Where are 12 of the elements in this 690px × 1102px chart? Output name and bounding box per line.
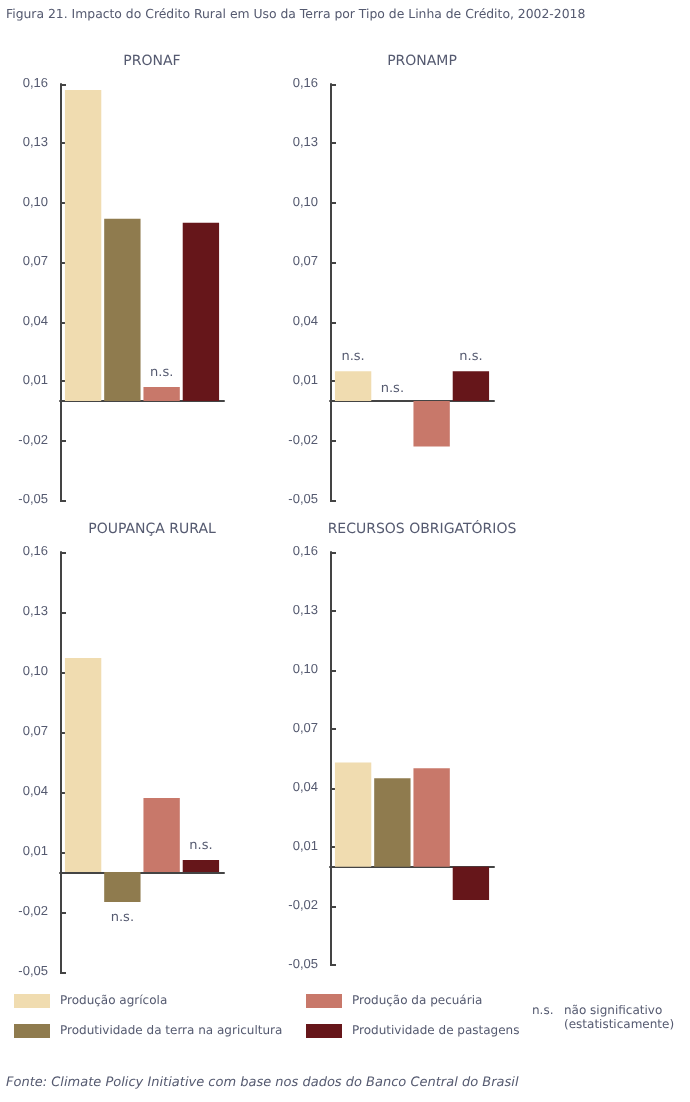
bar [182, 222, 220, 401]
bar [452, 866, 490, 901]
bar [374, 778, 411, 867]
bar [334, 762, 372, 867]
bar [143, 798, 180, 872]
bar [413, 768, 450, 867]
bar [64, 89, 102, 401]
bar [104, 218, 141, 401]
bar [143, 387, 180, 401]
bar [64, 658, 102, 872]
bar [182, 860, 220, 872]
bar [104, 872, 141, 902]
